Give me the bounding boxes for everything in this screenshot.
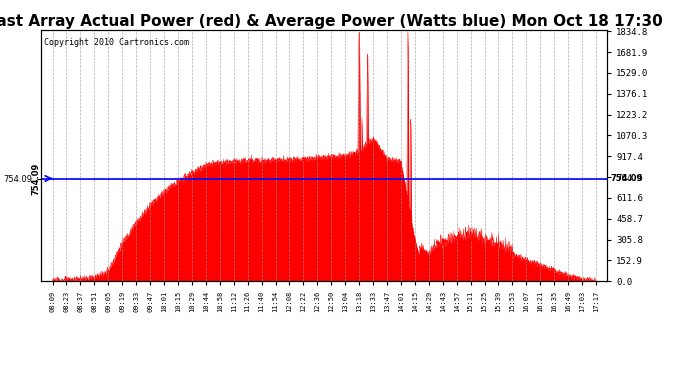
Text: 754.09: 754.09	[610, 174, 642, 183]
Title: East Array Actual Power (red) & Average Power (Watts blue) Mon Oct 18 17:30: East Array Actual Power (red) & Average …	[0, 14, 662, 29]
Text: 754.09: 754.09	[31, 162, 40, 195]
Text: Copyright 2010 Cartronics.com: Copyright 2010 Cartronics.com	[44, 38, 189, 46]
